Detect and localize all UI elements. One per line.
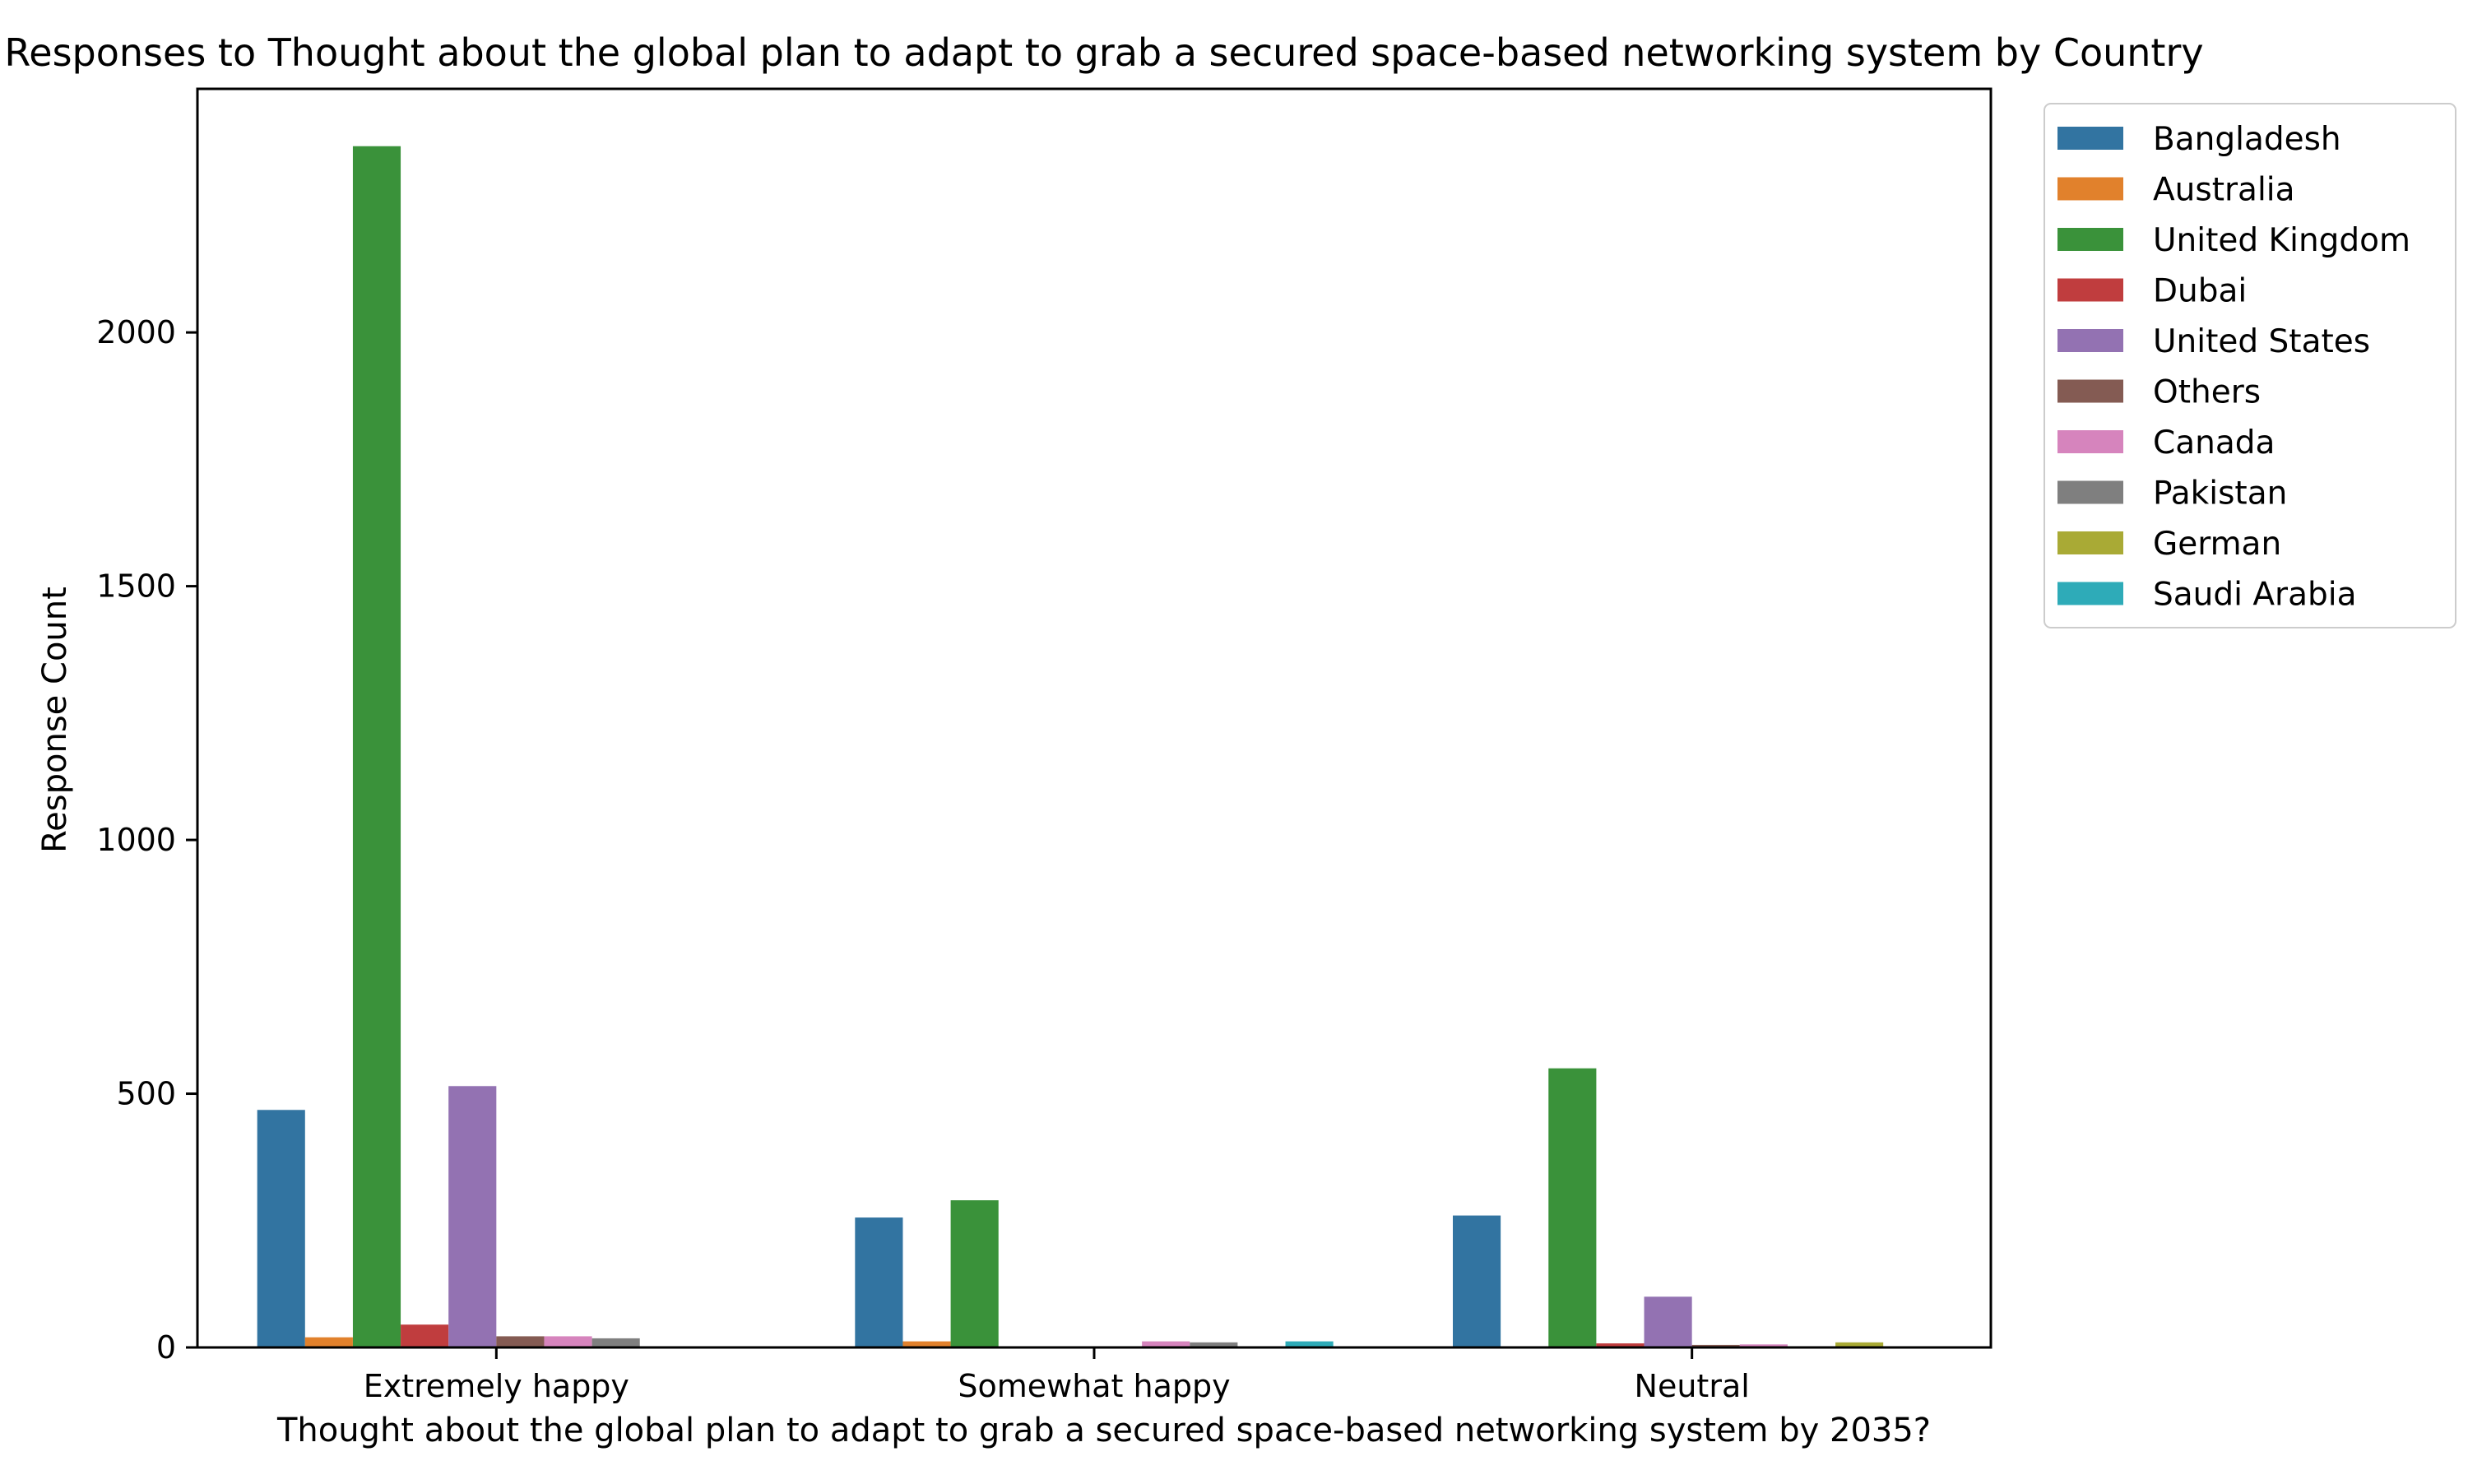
legend-label: Bangladesh: [2153, 121, 2341, 158]
bar-australia-extremely-happy: [304, 1337, 353, 1347]
bar-others-neutral: [1691, 1344, 1740, 1347]
bar-united-kingdom-neutral: [1548, 1068, 1597, 1347]
bar-canada-extremely-happy: [544, 1336, 592, 1347]
y-axis-title: Response Count: [36, 587, 74, 853]
legend-label: United Kingdom: [2153, 222, 2410, 259]
legend-swatch: [2057, 329, 2123, 352]
y-tick-label: 1500: [96, 568, 176, 605]
x-tick-label: Extremely happy: [364, 1368, 629, 1404]
bar-canada-neutral: [1739, 1344, 1788, 1347]
legend-label: Saudi Arabia: [2153, 577, 2356, 614]
legend-label: Australia: [2153, 172, 2295, 209]
y-tick-label: 0: [156, 1329, 176, 1366]
bar-bangladesh-neutral: [1453, 1215, 1501, 1347]
x-tick-label: Neutral: [1635, 1368, 1750, 1404]
legend-swatch: [2057, 582, 2123, 605]
legend-box: [2044, 103, 2456, 628]
legend-swatch: [2057, 228, 2123, 251]
y-axis: 0 500 1000 1500 2000: [96, 314, 197, 1366]
bar-canada-somewhat-happy: [1142, 1341, 1190, 1347]
legend-label: Dubai: [2153, 273, 2247, 310]
bar-german-neutral: [1835, 1342, 1884, 1347]
legend-swatch: [2057, 127, 2123, 150]
bar-united-states-neutral: [1644, 1296, 1692, 1347]
legend-swatch: [2057, 430, 2123, 453]
legend-label: Canada: [2153, 424, 2275, 461]
y-tick-label: 500: [116, 1076, 176, 1112]
bar-united-kingdom-somewhat-happy: [950, 1200, 999, 1347]
legend-label: United States: [2153, 323, 2370, 360]
bar-saudi-arabia-somewhat-happy: [1285, 1341, 1334, 1347]
bar-bangladesh-extremely-happy: [257, 1110, 305, 1347]
legend-swatch: [2057, 379, 2123, 403]
bar-others-extremely-happy: [496, 1336, 545, 1347]
legend-swatch: [2057, 278, 2123, 302]
legend-swatch: [2057, 177, 2123, 201]
bars-layer: [257, 146, 1884, 1348]
x-axis: Extremely happy Somewhat happy Neutral: [364, 1347, 1750, 1404]
bar-bangladesh-somewhat-happy: [855, 1217, 903, 1347]
x-axis-title: Thought about the global plan to adapt t…: [276, 1412, 1931, 1449]
bar-pakistan-somewhat-happy: [1190, 1342, 1238, 1347]
bar-united-states-extremely-happy: [448, 1086, 497, 1347]
legend-label: Others: [2153, 374, 2261, 411]
bar-dubai-neutral: [1596, 1343, 1645, 1347]
bar-united-kingdom-extremely-happy: [352, 146, 401, 1348]
y-tick-label: 1000: [96, 822, 176, 858]
legend-label: Pakistan: [2153, 475, 2287, 512]
x-tick-label: Somewhat happy: [958, 1368, 1230, 1404]
bar-dubai-extremely-happy: [401, 1324, 449, 1347]
legend-swatch: [2057, 531, 2123, 554]
bar-pakistan-extremely-happy: [591, 1338, 640, 1347]
legend: Bangladesh Australia United Kingdom Dubai Un…: [2044, 103, 2456, 628]
bar-australia-somewhat-happy: [902, 1341, 951, 1347]
chart-title: Responses to Thought about the global pl…: [4, 30, 2203, 75]
y-tick-label: 2000: [96, 314, 176, 350]
legend-label: German: [2153, 526, 2281, 563]
legend-swatch: [2057, 480, 2123, 504]
